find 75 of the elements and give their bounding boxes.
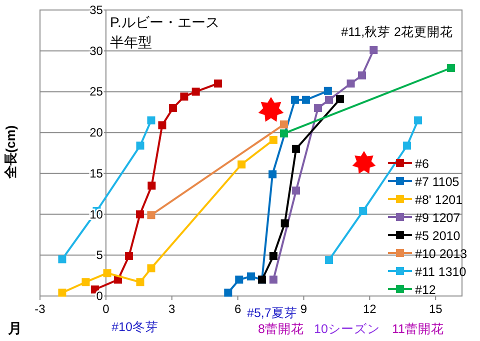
point (280, 129, 288, 138)
legend-label: #5 2010 (415, 229, 460, 243)
point (325, 96, 334, 104)
point (147, 211, 156, 220)
legend-label: #7 1105 (415, 175, 460, 189)
point (238, 160, 246, 168)
point (214, 80, 222, 88)
point (346, 80, 355, 88)
x-tick-label: 6 (234, 302, 242, 316)
point (224, 288, 232, 297)
x-tick-label: -3 (34, 302, 46, 316)
text: 11蕾開花 (392, 322, 444, 336)
point (247, 272, 255, 280)
point (280, 120, 288, 128)
chart-title: P.ルビー・エース (110, 14, 220, 30)
legend-label: #11 1310 (415, 265, 466, 279)
legend-label: #12 (415, 283, 436, 297)
text: #10冬芽 (112, 320, 158, 334)
point (103, 269, 112, 278)
legend-label: #8' 1201 (415, 193, 463, 207)
point (280, 219, 289, 228)
point (268, 170, 277, 178)
point (302, 96, 310, 104)
point (136, 142, 144, 150)
point (168, 104, 177, 112)
point (370, 46, 378, 54)
point (125, 252, 134, 260)
x-tick-label: 3 (168, 302, 176, 316)
point (192, 88, 200, 96)
y-tick-label: 30 (90, 44, 104, 58)
text: 10シーズン (314, 322, 380, 336)
point (403, 142, 412, 150)
point (82, 278, 90, 286)
point (147, 116, 156, 124)
point (148, 182, 156, 190)
x-tick-label: 12 (363, 302, 377, 316)
point (292, 186, 300, 195)
point (359, 207, 368, 216)
legend-label: #9 1207 (415, 211, 460, 225)
point (136, 278, 144, 286)
text: #5,7夏芽 (247, 306, 298, 320)
y-tick-label: 35 (90, 3, 104, 17)
text: 半年型 (110, 34, 152, 50)
y-tick-label: 20 (90, 126, 104, 140)
point (292, 144, 300, 153)
point (269, 136, 278, 144)
y-tick-label: 0 (96, 289, 104, 303)
point (336, 95, 344, 104)
y-axis-title: 全長(cm) (3, 125, 18, 180)
point (235, 276, 244, 284)
legend-label: #6 (415, 157, 429, 171)
x-tick-label: 15 (428, 302, 443, 316)
y-tick-label: 15 (90, 166, 104, 180)
point (314, 104, 322, 112)
point (58, 288, 66, 297)
x-axis-title: 月 (7, 320, 22, 336)
legend-label: #10 2013 (415, 247, 468, 261)
point (290, 96, 299, 104)
point (358, 71, 366, 80)
y-tick-label: 25 (90, 84, 104, 99)
point (158, 121, 166, 130)
point (147, 264, 156, 272)
point (269, 276, 278, 284)
point (324, 86, 332, 95)
point (325, 256, 334, 264)
point (447, 64, 456, 72)
y-tick-label: 5 (96, 248, 104, 262)
annotation: #11,秋芽 2花更開花 (341, 25, 453, 39)
point (180, 92, 188, 101)
point (414, 116, 422, 124)
point (136, 210, 144, 218)
x-tick-label: 9 (300, 302, 308, 316)
point (58, 255, 66, 264)
text: 8蕾開花 (258, 322, 304, 336)
point (269, 252, 278, 260)
